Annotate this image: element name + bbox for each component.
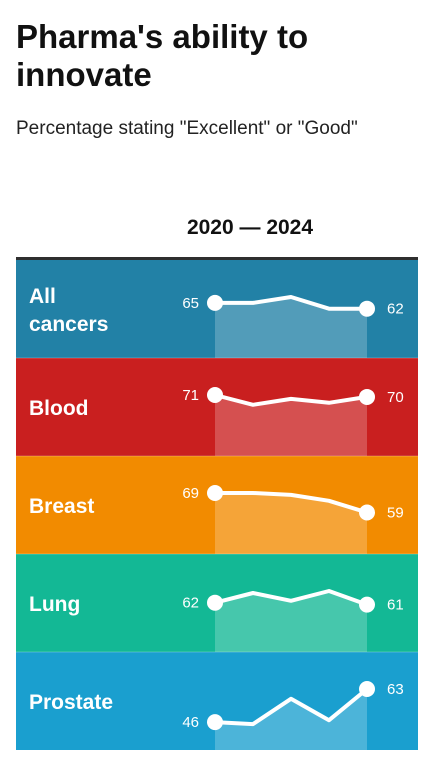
series-row: 46 63 Prostate [16,651,418,750]
start-value-label: 65 [182,295,199,312]
series-name: cancers [29,313,108,336]
start-value-label: 69 [182,485,199,502]
end-point [359,388,375,405]
series-line [213,393,369,407]
end-value-label: 70 [387,389,404,406]
series-line [213,491,369,515]
series-area [215,395,367,456]
end-value-label: 59 [387,505,404,522]
end-value-label: 63 [387,681,404,698]
end-point [359,681,375,697]
series-row: 71 70 Blood [16,357,418,456]
end-value-label: 62 [387,301,404,318]
end-point [359,504,375,521]
series-line [213,687,369,727]
series-name: Prostate [29,691,113,714]
series-area [215,591,367,652]
series-area [215,493,367,554]
series-area [215,689,367,750]
series-row: 65 62 All cancers [16,260,418,358]
start-point [207,594,223,611]
start-point [207,387,223,403]
row-background [16,358,418,456]
end-value-label: 61 [387,597,404,614]
series-line [213,589,369,607]
start-point [207,485,223,501]
chart-title: Pharma's ability to innovate [16,18,309,93]
series-name: Breast [29,495,94,518]
row-background [16,456,418,554]
series-area [215,297,367,358]
series-row: 69 59 Breast [16,455,418,554]
end-point [359,300,375,317]
start-point [207,294,223,311]
series-row: 62 61 Lung [16,553,418,652]
start-value-label: 71 [182,387,199,404]
series-name: Blood [29,397,88,420]
series-name: Lung [29,593,80,616]
series-line [213,295,369,311]
start-point [207,714,223,731]
end-point [359,596,375,613]
start-value-label: 46 [182,714,199,731]
start-value-label: 62 [182,595,199,612]
chart-subtitle: Percentage stating "Excellent" or "Good" [16,118,358,139]
series-name: All [29,285,56,308]
period-label: 2020 — 2024 [186,216,314,239]
